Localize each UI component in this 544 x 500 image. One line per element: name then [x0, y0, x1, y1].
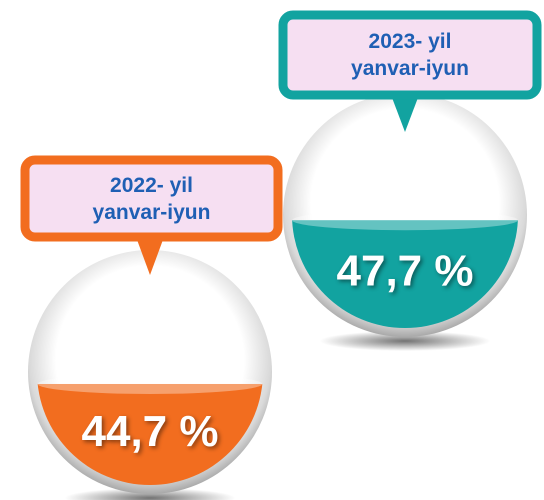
category-label: 2023- yil yanvar-iyun: [351, 30, 469, 80]
callout-box: [20, 155, 283, 242]
highlight: [308, 118, 428, 205]
value-label: 47,7 %: [337, 247, 474, 296]
fill-surface: [292, 210, 518, 231]
sphere-shadow: [64, 488, 236, 500]
sphere-shadow: [319, 331, 491, 351]
callout-box: [278, 10, 542, 100]
value-label: 44,7 %: [82, 407, 219, 456]
highlight: [53, 275, 173, 362]
category-label: 2022- yil yanvar-iyun: [92, 173, 211, 224]
callout-pointer: [391, 95, 419, 132]
fill-surface: [37, 373, 263, 394]
callout-pointer: [136, 237, 164, 275]
